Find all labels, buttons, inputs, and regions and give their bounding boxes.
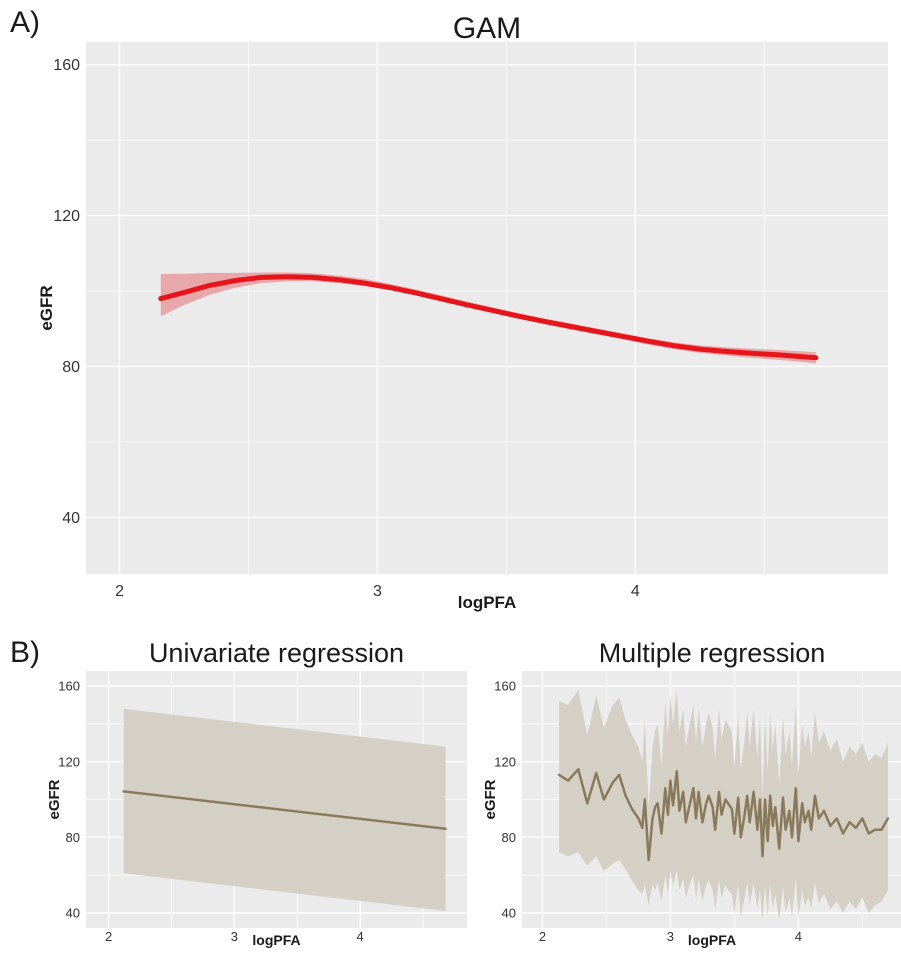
- gam-y-tick-label: 40: [62, 510, 80, 527]
- univariate-fit-line: [122, 790, 447, 831]
- univariate-x-tick-label: 4: [357, 929, 364, 944]
- multiple-y-tick-label: 80: [502, 830, 516, 845]
- gam-y-tick-label: 80: [62, 359, 80, 376]
- gam-chart-title: GAM: [453, 12, 521, 45]
- univariate-tick-labels: 2 3 4 40 80 120 160: [58, 679, 363, 944]
- multiple-chart-title: Multiple regression: [599, 638, 826, 668]
- multiple-tick-labels: 2 3 4 40 80 120 160: [494, 679, 802, 944]
- multiple-y-tick-label: 40: [502, 905, 516, 920]
- univariate-x-tick-label: 3: [231, 929, 238, 944]
- gam-tick-labels: 2 3 4 40 80 120 160: [53, 57, 640, 600]
- univariate-chart: 2 3 4 40 80 120 160 Univariate regression logP…: [46, 638, 467, 948]
- gam-x-tick-label: 3: [373, 583, 382, 600]
- multiple-x-axis-label: logPFA: [688, 932, 736, 948]
- gam-y-tick-label: 160: [53, 57, 80, 74]
- gam-chart: 2 3 4 40 80 120 160 GAM logPFA eGFR: [37, 12, 888, 612]
- gam-line-path: [158, 274, 819, 361]
- univariate-y-tick-label: 160: [58, 679, 80, 694]
- multiple-y-tick-label: 160: [494, 679, 516, 694]
- univariate-y-tick-label: 80: [66, 830, 80, 845]
- multiple-x-tick-label: 4: [795, 929, 802, 944]
- univariate-y-tick-label: 120: [58, 754, 80, 769]
- gam-fit-line: [158, 274, 819, 361]
- multiple-x-tick-label: 3: [667, 929, 674, 944]
- gam-x-tick-label: 4: [631, 583, 640, 600]
- multiple-line-path: [557, 768, 890, 862]
- panel-label-b: B): [10, 636, 40, 669]
- univariate-x-tick-label: 2: [105, 929, 112, 944]
- univariate-y-tick-label: 40: [66, 905, 80, 920]
- multiple-x-tick-label: 2: [539, 929, 546, 944]
- univariate-line-path: [122, 790, 447, 831]
- multiple-fit-line: [557, 768, 890, 862]
- multiple-chart: 2 3 4 40 80 120 160 Multiple regression logPFA…: [482, 638, 901, 948]
- gam-y-axis-label: eGFR: [37, 285, 56, 330]
- gam-x-axis-label: logPFA: [458, 593, 517, 612]
- panel-label-a: A): [10, 6, 40, 39]
- gam-gridlines: [86, 42, 888, 574]
- gam-x-tick-label: 2: [115, 583, 124, 600]
- univariate-y-axis-label: eGFR: [46, 779, 63, 819]
- multiple-y-axis-label: eGFR: [482, 779, 499, 819]
- multiple-y-tick-label: 120: [494, 754, 516, 769]
- univariate-x-axis-label: logPFA: [252, 932, 300, 948]
- univariate-chart-title: Univariate regression: [149, 638, 404, 668]
- gam-y-tick-label: 120: [53, 208, 80, 225]
